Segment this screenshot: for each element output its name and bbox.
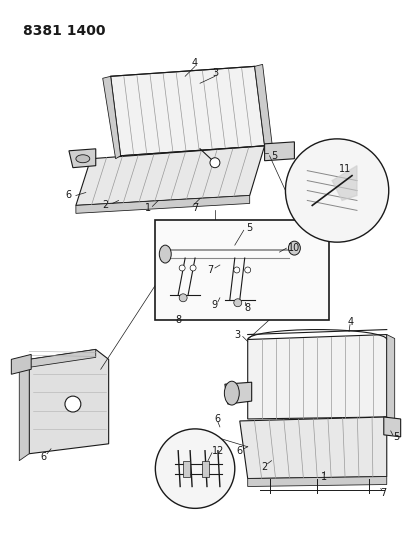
Polygon shape <box>383 417 400 437</box>
Bar <box>155 220 328 320</box>
Text: 10: 10 <box>288 243 300 253</box>
Text: 4: 4 <box>191 59 198 68</box>
Circle shape <box>233 267 239 273</box>
Bar <box>183 461 190 477</box>
Polygon shape <box>247 477 386 487</box>
Text: 8: 8 <box>175 314 181 325</box>
Polygon shape <box>254 64 272 148</box>
Polygon shape <box>11 354 31 374</box>
Bar <box>202 461 209 477</box>
Polygon shape <box>19 359 29 461</box>
Circle shape <box>190 265 196 271</box>
Circle shape <box>209 158 219 168</box>
Ellipse shape <box>288 241 300 255</box>
Ellipse shape <box>224 381 239 405</box>
Circle shape <box>179 294 187 302</box>
Text: 7: 7 <box>191 204 198 213</box>
Polygon shape <box>247 335 386 419</box>
Text: 12: 12 <box>211 446 224 456</box>
Circle shape <box>65 396 81 412</box>
Polygon shape <box>76 196 249 213</box>
Polygon shape <box>110 67 264 156</box>
Circle shape <box>233 299 241 306</box>
Polygon shape <box>102 76 120 159</box>
Ellipse shape <box>76 155 90 163</box>
Text: 11: 11 <box>338 164 351 174</box>
Text: 5: 5 <box>271 151 277 161</box>
Text: 6: 6 <box>40 451 46 462</box>
Text: 1: 1 <box>320 472 326 482</box>
Circle shape <box>179 265 185 271</box>
Polygon shape <box>29 350 96 367</box>
Text: 1: 1 <box>145 204 151 213</box>
Text: 8: 8 <box>244 303 250 313</box>
Text: 5: 5 <box>393 432 399 442</box>
Polygon shape <box>264 142 294 161</box>
Polygon shape <box>331 166 356 200</box>
Text: 8381 1400: 8381 1400 <box>23 23 106 38</box>
Text: 7: 7 <box>380 488 386 498</box>
Circle shape <box>285 139 388 242</box>
Polygon shape <box>224 382 251 404</box>
Polygon shape <box>386 335 394 421</box>
Text: 3: 3 <box>211 68 218 78</box>
Text: 6: 6 <box>66 190 72 200</box>
Polygon shape <box>76 146 264 205</box>
Text: 2: 2 <box>102 200 108 211</box>
Text: 3: 3 <box>234 329 240 340</box>
Polygon shape <box>239 417 386 479</box>
Circle shape <box>244 267 250 273</box>
Text: 2: 2 <box>261 462 267 472</box>
Circle shape <box>155 429 234 508</box>
Text: 6: 6 <box>236 446 242 456</box>
Text: 6: 6 <box>214 414 220 424</box>
Polygon shape <box>69 149 96 168</box>
Text: 9: 9 <box>211 300 218 310</box>
Text: 7: 7 <box>206 265 213 275</box>
Text: 4: 4 <box>347 317 353 327</box>
Polygon shape <box>29 350 108 454</box>
Text: 5: 5 <box>246 223 252 233</box>
Ellipse shape <box>159 245 171 263</box>
